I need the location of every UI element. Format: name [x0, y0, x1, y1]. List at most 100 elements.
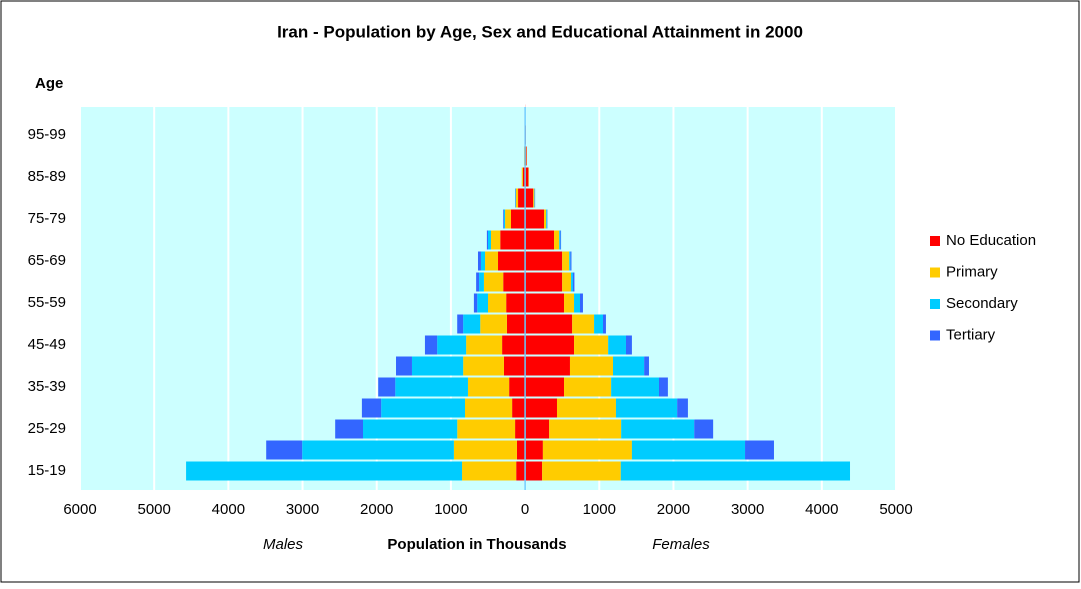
legend-swatch — [930, 268, 940, 278]
bar-segment — [515, 420, 525, 439]
bar-segment — [626, 336, 632, 355]
bar-segment — [463, 357, 504, 376]
bar-segment — [573, 273, 574, 292]
bar-segment — [745, 441, 774, 460]
bar-segment — [509, 378, 525, 397]
bar-segment — [616, 399, 677, 418]
y-tick-label: 85-89 — [28, 168, 66, 185]
bar-segment — [677, 399, 688, 418]
bar-segment — [525, 315, 572, 334]
bar-segment — [463, 315, 480, 334]
bar-segment — [479, 273, 484, 292]
y-axis-title: Age — [35, 75, 63, 92]
bar-segment — [491, 231, 500, 250]
bar-segment — [518, 189, 525, 208]
y-tick-label: 75-79 — [28, 210, 66, 227]
legend-label: Tertiary — [946, 326, 996, 343]
bar-segment — [549, 420, 621, 439]
x-tick-label: 1000 — [434, 501, 467, 518]
bar-segment — [543, 441, 632, 460]
bar-segment — [457, 315, 463, 334]
bar-segment — [644, 357, 649, 376]
bar-segment — [466, 336, 502, 355]
x-tick-label: 2000 — [360, 501, 393, 518]
bar-segment — [613, 357, 644, 376]
bar-segment — [694, 420, 713, 439]
bar-segment — [186, 462, 462, 481]
legend-label: Primary — [946, 263, 998, 280]
bar-segment — [603, 315, 606, 334]
females-label: Females — [652, 536, 710, 553]
bar-segment — [503, 210, 504, 229]
bar-segment — [504, 357, 525, 376]
bar-segment — [562, 273, 571, 292]
bar-segment — [395, 378, 468, 397]
bar-segment — [477, 294, 488, 313]
bar-segment — [506, 294, 525, 313]
bar-segment — [608, 336, 626, 355]
bar-segment — [454, 441, 517, 460]
y-tick-label: 25-29 — [28, 420, 66, 437]
bar-segment — [511, 210, 525, 229]
bar-segment — [570, 357, 613, 376]
bar-segment — [378, 378, 395, 397]
x-tick-label: 1000 — [583, 501, 616, 518]
x-tick-label: 6000 — [63, 501, 96, 518]
bar-segment — [468, 378, 509, 397]
y-tick-label: 95-99 — [28, 126, 66, 143]
bar-segment — [500, 231, 525, 250]
bar-segment — [502, 336, 525, 355]
bar-segment — [335, 420, 363, 439]
bar-segment — [525, 399, 557, 418]
x-axis-title: Population in Thousands — [387, 536, 566, 553]
bar-segment — [485, 252, 498, 271]
x-tick-label: 5000 — [137, 501, 170, 518]
bar-segment — [569, 252, 570, 271]
bar-segment — [560, 231, 561, 250]
bar-segment — [554, 231, 559, 250]
bar-segment — [412, 357, 463, 376]
bar-segment — [525, 336, 574, 355]
bar-segment — [480, 315, 507, 334]
bar-segment — [572, 315, 594, 334]
bar-segment — [437, 336, 466, 355]
y-tick-label: 45-49 — [28, 336, 66, 353]
bar-segment — [544, 210, 546, 229]
legend-swatch — [930, 331, 940, 341]
bar-segment — [525, 441, 543, 460]
bar-segment — [564, 294, 574, 313]
bar-segment — [659, 378, 668, 397]
bar-segment — [562, 252, 569, 271]
bar-segment — [504, 210, 505, 229]
x-tick-label: 2000 — [657, 501, 690, 518]
bar-segment — [517, 441, 525, 460]
bar-segment — [525, 252, 562, 271]
bar-segment — [570, 252, 571, 271]
bar-segment — [505, 210, 511, 229]
y-tick-label: 65-69 — [28, 252, 66, 269]
bar-segment — [462, 462, 516, 481]
x-tick-label: 0 — [521, 501, 529, 518]
bar-segment — [571, 273, 573, 292]
bar-segment — [594, 315, 603, 334]
legend-label: Secondary — [946, 295, 1018, 312]
bar-segment — [476, 273, 479, 292]
bar-segment — [542, 462, 621, 481]
bar-segment — [516, 462, 525, 481]
x-tick-label: 3000 — [731, 501, 764, 518]
bar-segment — [488, 294, 506, 313]
bar-segment — [503, 273, 525, 292]
x-tick-label: 3000 — [286, 501, 319, 518]
legend-swatch — [930, 299, 940, 309]
bar-segment — [396, 357, 412, 376]
bar-segment — [488, 231, 491, 250]
x-tick-label: 5000 — [879, 501, 912, 518]
bar-segment — [363, 420, 457, 439]
bar-segment — [465, 399, 512, 418]
bar-segment — [525, 420, 549, 439]
x-tick-label: 4000 — [805, 501, 838, 518]
bar-segment — [381, 399, 465, 418]
legend-swatch — [930, 236, 940, 246]
bar-segment — [564, 378, 611, 397]
